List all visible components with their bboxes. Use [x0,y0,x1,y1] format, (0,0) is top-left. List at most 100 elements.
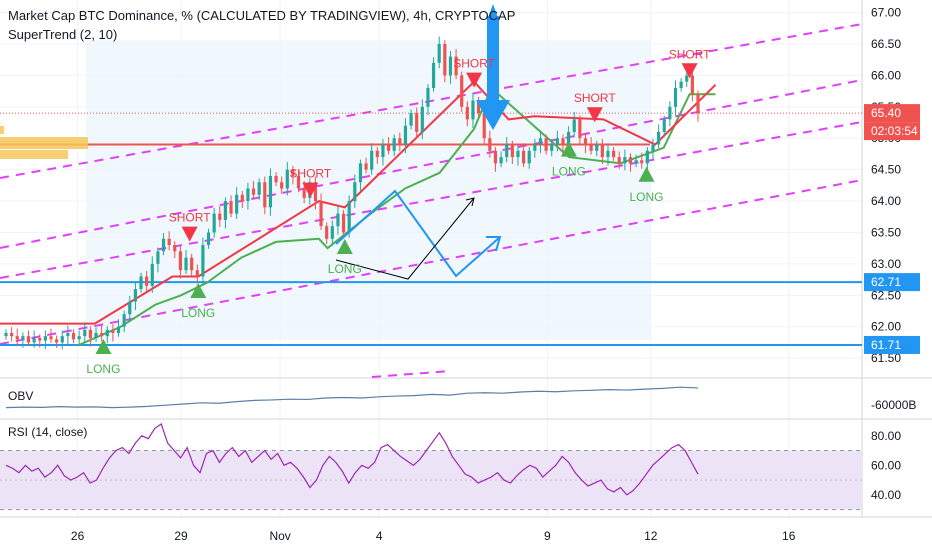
short-label: SHORT [169,211,211,225]
candle-body [381,144,385,158]
candle-body [606,150,610,158]
candle-body [454,56,458,76]
candle-body [156,251,160,264]
long-signal: LONG [328,239,362,276]
candle-body [673,87,678,107]
candle-body [161,238,166,252]
obv-pane[interactable] [5,386,699,409]
candle-body [55,339,59,343]
candle-body [465,106,469,120]
candle-body [111,329,115,334]
candle-body [251,188,256,195]
price-tick-label: 66.50 [871,37,901,51]
price-tick-label: 67.00 [871,6,901,20]
candle-body [223,201,228,220]
candle-body [341,213,346,233]
candle-body [128,301,132,315]
candle-body [229,201,233,214]
candle-body [43,336,47,341]
channel-line [0,79,863,249]
short-label: SHORT [669,47,711,61]
short-signal: SHORT [289,167,332,198]
candle-body [296,175,301,189]
candle-body [313,182,318,202]
supertrend-down-line [0,80,717,325]
candle-body [133,289,137,302]
volume-profile-bar [0,126,4,134]
candle-body [561,138,565,145]
candle-body [651,144,655,151]
candle-body [662,119,666,132]
candle-body [555,138,559,145]
main-pane[interactable] [86,40,651,340]
time-tick-label: 12 [644,529,658,543]
countdown-badge-bg [864,122,920,141]
short-label: SHORT [289,167,331,181]
candle-body [409,113,413,126]
supertrend-signals: LONG SHORT LONG SHORT LONG SHORT LONG SHORT LONG… [86,47,711,376]
level-badge-61-71-bg [864,335,920,354]
long-signal: LONG [552,141,586,179]
long-triangle-icon [336,239,353,255]
candle-body [218,213,222,220]
grid-lines [0,0,932,518]
volume-profile-bar [0,137,88,144]
channel-line [0,23,863,179]
candle-body [60,336,64,343]
candle-body [184,257,188,271]
price-axis[interactable]: 61.5062.0062.5063.0063.5064.0064.5065.00… [864,6,920,366]
candle-body [550,144,554,151]
indicator-label: SuperTrend (2, 10) [8,27,117,42]
candle-body [32,338,36,343]
short-triangle-icon [302,182,319,198]
rsi-label: RSI (14, close) [8,425,87,439]
candle-body [167,238,171,246]
highlight-range [86,40,651,340]
time-tick-label: 9 [544,529,551,543]
candle-body [105,329,109,337]
candle-body [291,169,295,176]
candle-body [246,188,250,202]
long-triangle-icon [95,338,112,354]
candle-body [471,100,475,120]
candle-body [516,150,520,158]
level-badge-61-71: 61.71 [871,338,901,352]
candle-body [190,257,194,271]
candle-body [460,75,464,107]
big-down-arrow-shaft [487,16,499,104]
candle-body [679,81,683,88]
candle-body [370,150,374,170]
rsi-tick-label: 60.00 [871,458,901,472]
short-triangle-icon [681,63,698,79]
long-signal: LONG [629,166,664,204]
candle-body [521,150,526,164]
short-label: SHORT [453,57,495,71]
candle-body [583,138,588,145]
candle-body [353,182,357,202]
price-tick-label: 64.50 [871,163,901,177]
rsi-pane[interactable]: 40.00 60.00 80.00 [0,423,901,511]
time-tick-label: 4 [376,529,383,543]
candle-body [668,106,672,120]
candle-body [240,194,244,202]
candle-body [94,333,98,339]
long-signal: LONG [181,283,215,320]
short-label: SHORT [574,91,616,105]
candlesticks [4,36,700,350]
long-triangle-icon [190,283,207,299]
candle-body [505,144,509,158]
price-tick-label: 62.00 [871,320,901,334]
candle-body [195,270,199,277]
last-price-badge-bg [864,104,920,123]
time-axis[interactable]: 26 29 Nov 4 9 12 16 [71,529,796,543]
candle-body [623,157,627,164]
rsi-line [5,423,699,496]
price-tick-label: 61.50 [871,351,901,365]
candle-body [26,336,31,343]
candle-body [612,150,616,158]
volume-profile-bar [0,150,68,159]
candle-body [325,226,329,239]
rsi-tick-label: 80.00 [871,429,901,443]
drawings [335,4,510,280]
